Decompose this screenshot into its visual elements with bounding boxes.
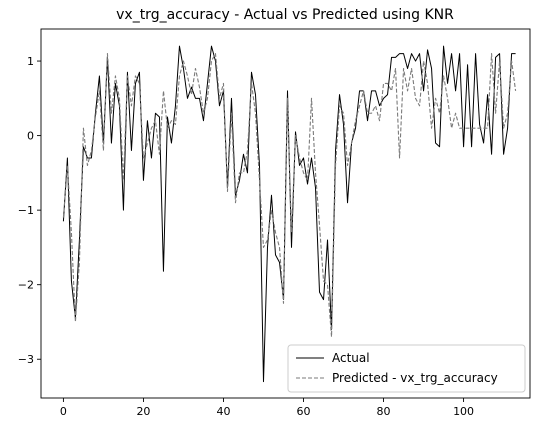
x-tick-label: 100 [453,405,474,418]
y-tick-label: −1 [18,204,34,217]
x-tick-label: 60 [297,405,311,418]
legend-label-0: Actual [332,351,370,365]
series-line-1 [62,53,517,338]
y-tick-label: −2 [18,279,34,292]
legend-box [287,344,526,393]
chart-title: vx_trg_accuracy - Actual vs Predicted us… [116,7,454,23]
y-tick-label: 0 [27,130,34,143]
x-tick-label: 80 [377,405,391,418]
axes-frame [40,28,531,399]
legend-label-1: Predicted - vx_trg_accuracy [332,371,498,385]
x-tick-label: 40 [216,405,230,418]
plot-area: 0 20 40 60 80 100 −3 −2 −1 0 1 [18,28,531,418]
y-tick-label: −3 [18,353,34,366]
y-tick-label: 1 [27,55,34,68]
legend: Actual Predicted - vx_trg_accuracy [287,344,526,393]
x-tick-label: 0 [60,405,67,418]
x-tick-label: 20 [136,405,150,418]
